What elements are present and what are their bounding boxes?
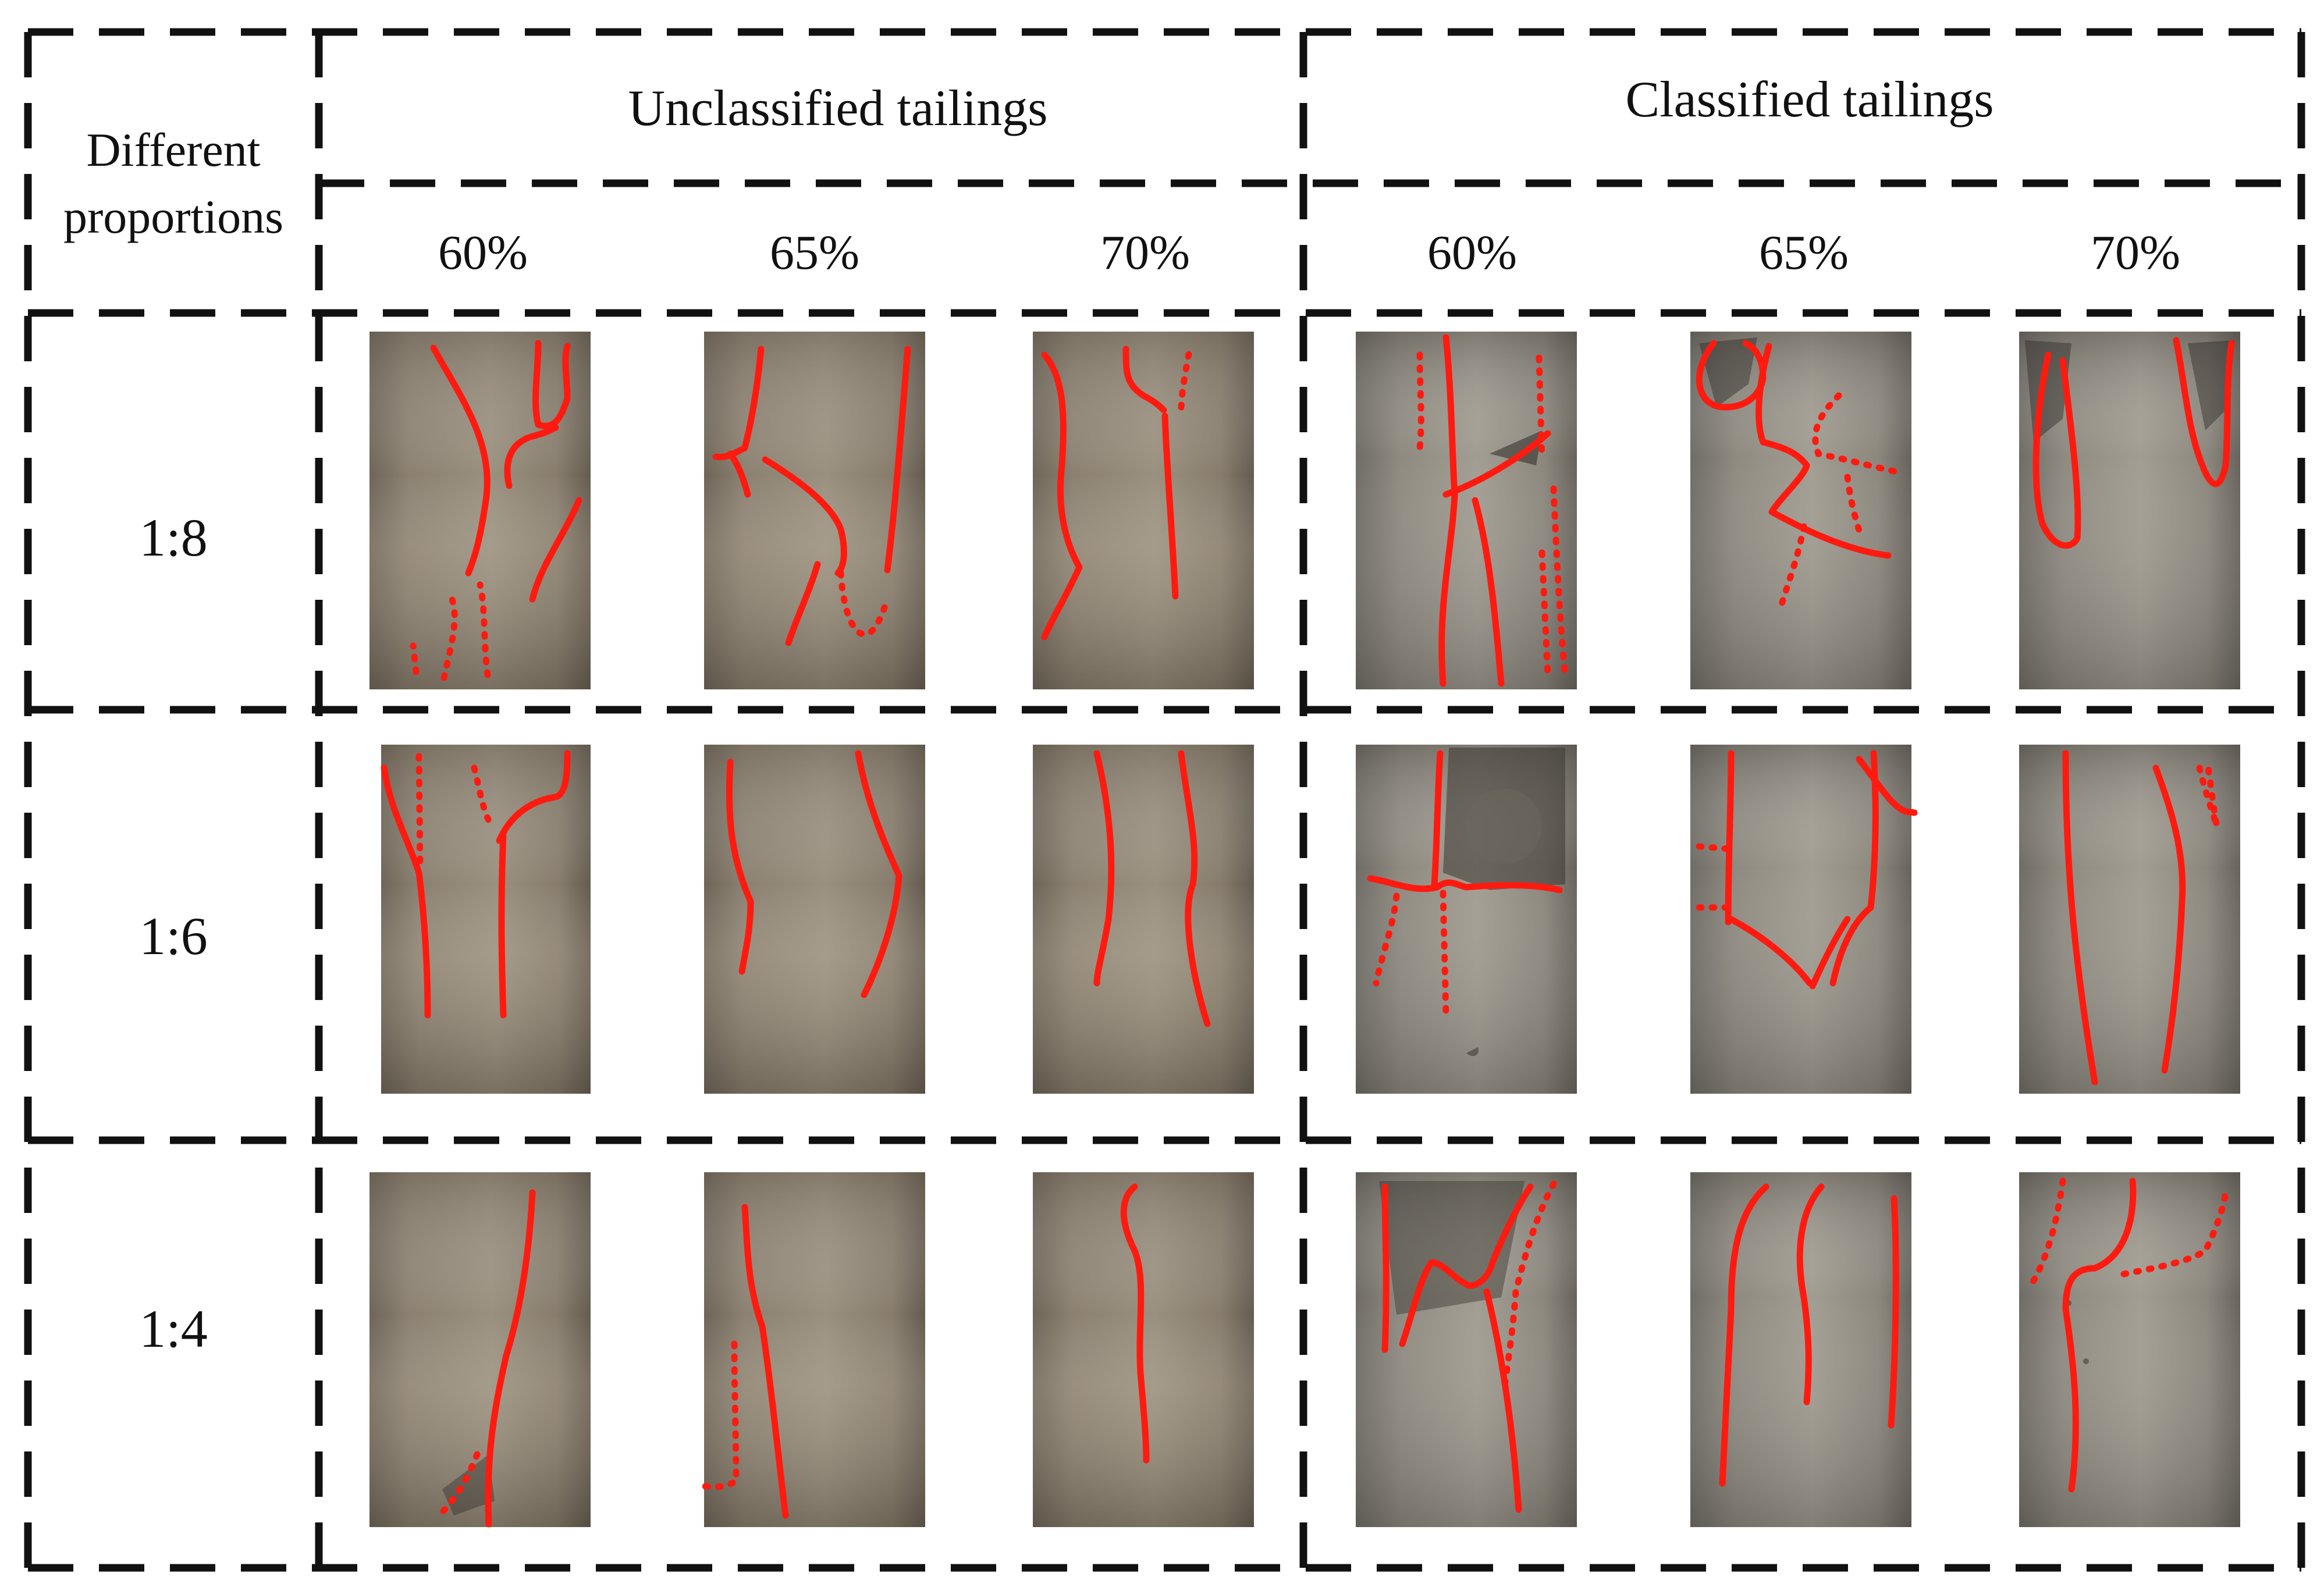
corner-label-line2: proportions [63, 190, 283, 243]
specimen-1-4-cl-60 [1356, 1172, 1577, 1527]
group-header-classified: Classified tailings [1625, 72, 1993, 128]
column-header-cl-65: 65% [1759, 226, 1849, 280]
group-header-unclassified: Unclassified tailings [628, 80, 1048, 137]
specimen-1-6-un-70 [1033, 745, 1254, 1094]
table-grid [24, 28, 2305, 1572]
specimen-1-8-cl-65 [1690, 332, 1911, 689]
specimen-1-6-cl-70 [2019, 745, 2240, 1094]
specimen-1-6-cl-60 [1356, 745, 1577, 1094]
row-header-1-4: 1:4 [139, 1299, 208, 1358]
specimen-1-4-cl-65 [1690, 1172, 1911, 1527]
specimen-1-4-un-60 [369, 1172, 591, 1528]
specimen-1-8-un-60 [369, 332, 591, 689]
row-header-1-8: 1:8 [139, 508, 208, 567]
specimen-1-8-un-65 [704, 332, 925, 689]
specimen-1-6-un-60 [381, 745, 591, 1094]
specimen-1-8-cl-60 [1356, 332, 1577, 689]
column-header-un-70: 70% [1100, 226, 1190, 280]
specimen-1-8-cl-70 [2019, 332, 2240, 689]
specimen-1-4-cl-70 [2019, 1172, 2240, 1527]
row-header-1-6: 1:6 [139, 906, 208, 966]
specimen-1-4-un-65 [701, 1172, 925, 1527]
corner-label-line1: Different [86, 123, 260, 176]
column-header-un-65: 65% [770, 226, 859, 280]
specimen-1-8-un-70 [1033, 332, 1254, 689]
specimen-1-6-cl-65 [1690, 745, 1918, 1094]
column-header-cl-60: 60% [1427, 226, 1517, 280]
specimen-1-4-un-70 [1033, 1172, 1254, 1527]
column-header-cl-70: 70% [2091, 226, 2180, 280]
specimen-1-6-un-65 [704, 745, 925, 1094]
column-header-un-60: 60% [438, 226, 528, 280]
